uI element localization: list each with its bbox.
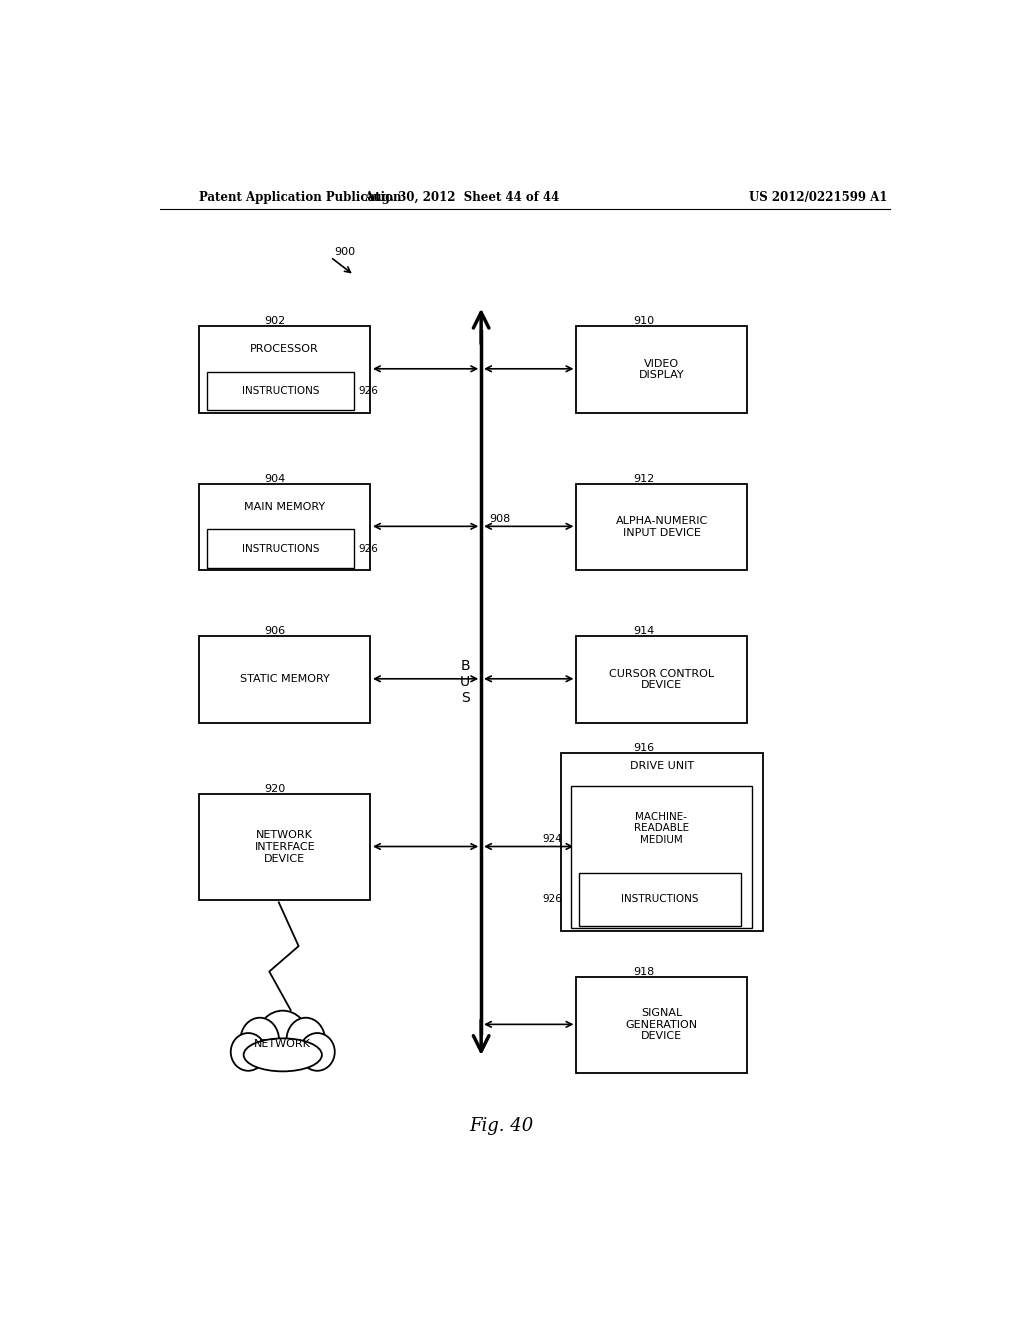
- Bar: [207, 372, 354, 411]
- Text: 918: 918: [633, 966, 654, 977]
- Text: 912: 912: [633, 474, 654, 483]
- Text: 926: 926: [543, 895, 562, 904]
- Text: ALPHA-NUMERIC
INPUT DEVICE: ALPHA-NUMERIC INPUT DEVICE: [615, 516, 708, 537]
- Text: 926: 926: [358, 387, 378, 396]
- Text: 910: 910: [633, 315, 654, 326]
- Text: Aug. 30, 2012  Sheet 44 of 44: Aug. 30, 2012 Sheet 44 of 44: [364, 190, 559, 203]
- Bar: [577, 326, 748, 412]
- Text: 926: 926: [358, 544, 378, 553]
- Text: 914: 914: [633, 626, 654, 636]
- Text: 924: 924: [543, 834, 562, 845]
- Bar: [577, 483, 748, 570]
- Text: PROCESSOR: PROCESSOR: [250, 345, 319, 355]
- Text: 902: 902: [264, 315, 286, 326]
- Text: 906: 906: [264, 626, 286, 636]
- Ellipse shape: [244, 1039, 322, 1072]
- Text: SIGNAL
GENERATION
DEVICE: SIGNAL GENERATION DEVICE: [626, 1008, 697, 1041]
- Text: Fig. 40: Fig. 40: [469, 1117, 534, 1135]
- Text: 904: 904: [264, 474, 286, 483]
- Text: US 2012/0221599 A1: US 2012/0221599 A1: [750, 190, 888, 203]
- Bar: [579, 873, 741, 925]
- Text: NETWORK
INTERFACE
DEVICE: NETWORK INTERFACE DEVICE: [254, 830, 315, 863]
- Text: Patent Application Publication: Patent Application Publication: [200, 190, 402, 203]
- Ellipse shape: [287, 1018, 325, 1063]
- Text: INSTRUCTIONS: INSTRUCTIONS: [242, 544, 319, 553]
- Text: B
U
S: B U S: [460, 659, 470, 705]
- Bar: [560, 752, 763, 931]
- Bar: [200, 636, 370, 722]
- Bar: [207, 529, 354, 568]
- Text: 908: 908: [489, 515, 510, 524]
- Text: DRIVE UNIT: DRIVE UNIT: [630, 762, 693, 771]
- Bar: [570, 785, 752, 928]
- Text: VIDEO
DISPLAY: VIDEO DISPLAY: [639, 359, 684, 380]
- Text: 920: 920: [264, 784, 286, 793]
- Bar: [200, 483, 370, 570]
- Text: STATIC MEMORY: STATIC MEMORY: [240, 675, 330, 684]
- Text: 900: 900: [334, 247, 355, 257]
- Ellipse shape: [300, 1034, 335, 1071]
- Bar: [577, 636, 748, 722]
- Ellipse shape: [257, 1011, 308, 1064]
- Bar: [200, 326, 370, 412]
- Text: CURSOR CONTROL
DEVICE: CURSOR CONTROL DEVICE: [609, 668, 715, 690]
- Text: INSTRUCTIONS: INSTRUCTIONS: [242, 387, 319, 396]
- Bar: [577, 977, 748, 1073]
- Bar: [200, 793, 370, 900]
- Text: INSTRUCTIONS: INSTRUCTIONS: [622, 895, 698, 904]
- Text: MACHINE-
READABLE
MEDIUM: MACHINE- READABLE MEDIUM: [634, 812, 689, 845]
- Ellipse shape: [230, 1034, 265, 1071]
- Ellipse shape: [241, 1018, 280, 1063]
- Text: MAIN MEMORY: MAIN MEMORY: [244, 502, 326, 512]
- Text: 916: 916: [633, 743, 654, 752]
- Text: NETWORK: NETWORK: [254, 1039, 311, 1049]
